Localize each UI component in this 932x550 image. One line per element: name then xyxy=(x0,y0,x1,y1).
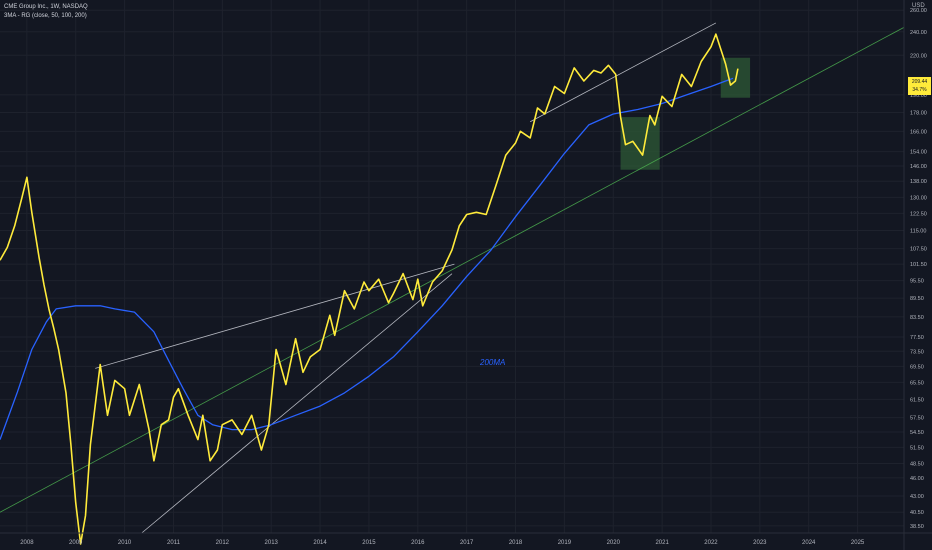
price-change-value: 34.7% xyxy=(912,87,927,93)
x-axis[interactable]: 2008 2009 2010 2011 2012 2013 2014 2015 2016 2017… xyxy=(20,540,865,546)
y-tick-label: 240.00 xyxy=(910,30,927,36)
y-tick-label: 154.00 xyxy=(910,150,927,156)
x-tick-label: 2011 xyxy=(167,540,181,546)
y-tick-label: 69.50 xyxy=(910,364,924,370)
y-tick-label: 166.00 xyxy=(910,129,927,135)
y-tick-label: 101.50 xyxy=(910,262,927,268)
y-tick-label: 122.50 xyxy=(910,211,927,217)
highlight-boxes xyxy=(620,57,751,170)
trendline xyxy=(95,263,455,369)
y-tick-label: 89.50 xyxy=(910,296,924,302)
y-tick-label: 138.00 xyxy=(910,179,927,185)
y-tick-label: 61.50 xyxy=(910,397,924,403)
ma200-series-line xyxy=(0,77,734,440)
ma200-annotation: 200MA xyxy=(480,358,506,367)
x-tick-label: 2016 xyxy=(411,540,425,546)
currency-label: USD xyxy=(912,3,925,9)
y-tick-label: 95.50 xyxy=(910,279,924,285)
y-tick-label: 43.00 xyxy=(910,494,924,500)
y-axis[interactable]: 260.00 240.00 220.00 209.44 190.00 178.00 166.… xyxy=(910,8,927,530)
chart-series xyxy=(0,33,739,545)
y-tick-label: 115.00 xyxy=(910,228,926,234)
y-tick-label: 40.50 xyxy=(910,510,924,516)
x-tick-label: 2018 xyxy=(509,540,523,546)
x-tick-label: 2022 xyxy=(704,540,718,546)
last-price-value: 209.44 xyxy=(911,79,928,85)
y-tick-label: 77.50 xyxy=(910,335,924,341)
x-tick-label: 2020 xyxy=(607,540,621,546)
y-tick-label: 178.00 xyxy=(910,110,927,116)
x-tick-label: 2023 xyxy=(753,540,767,546)
x-tick-label: 2019 xyxy=(558,540,572,546)
y-tick-label: 48.50 xyxy=(910,462,924,468)
y-tick-label: 107.50 xyxy=(910,247,927,253)
trendline xyxy=(0,26,905,513)
y-tick-label: 46.00 xyxy=(910,476,924,482)
y-tick-label: 83.50 xyxy=(910,315,924,321)
y-tick-label: 51.50 xyxy=(910,445,924,451)
last-price-label: 209.44 34.7% xyxy=(908,77,931,95)
y-tick-label: 65.50 xyxy=(910,380,924,386)
y-tick-label: 57.50 xyxy=(910,416,924,422)
y-tick-label: 260.00 xyxy=(910,8,927,14)
x-tick-label: 2017 xyxy=(460,540,474,546)
indicator-legend[interactable]: 3MA - RG (close, 50, 100, 200) xyxy=(4,13,87,19)
y-tick-label: 73.50 xyxy=(910,349,924,355)
trendlines xyxy=(0,22,905,534)
chart-legend-title[interactable]: CME Group Inc., 1W, NASDAQ xyxy=(4,4,88,10)
x-tick-label: 2021 xyxy=(655,540,669,546)
x-tick-label: 2013 xyxy=(265,540,279,546)
y-tick-label: 220.00 xyxy=(910,53,927,59)
y-tick-label: 130.00 xyxy=(910,195,927,201)
x-tick-label: 2015 xyxy=(362,540,376,546)
y-tick-label: 146.00 xyxy=(910,164,927,170)
x-tick-label: 2010 xyxy=(118,540,132,546)
y-tick-label: 190.00 xyxy=(910,93,927,99)
x-tick-label: 2008 xyxy=(20,540,34,546)
trendline xyxy=(141,273,453,534)
x-tick-label: 2025 xyxy=(851,540,865,546)
y-tick-label: 54.50 xyxy=(910,430,924,436)
x-tick-label: 2014 xyxy=(313,540,327,546)
y-tick-label: 38.50 xyxy=(910,524,924,530)
x-tick-label: 2012 xyxy=(216,540,230,546)
price-series-line xyxy=(0,33,739,545)
trendline xyxy=(529,22,717,123)
x-tick-label: 2009 xyxy=(69,540,83,546)
x-tick-label: 2024 xyxy=(802,540,816,546)
